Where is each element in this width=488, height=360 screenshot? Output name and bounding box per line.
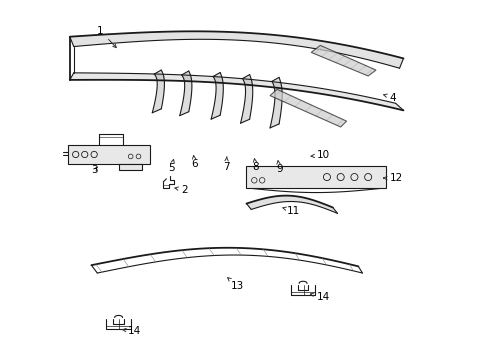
Polygon shape [269, 89, 346, 127]
Polygon shape [211, 72, 223, 119]
Polygon shape [246, 195, 337, 213]
Text: 4: 4 [383, 93, 396, 103]
Polygon shape [180, 71, 191, 116]
Text: 7: 7 [223, 157, 229, 172]
Text: 10: 10 [310, 150, 329, 160]
Text: 11: 11 [282, 206, 299, 216]
Text: 3: 3 [91, 165, 98, 175]
Polygon shape [70, 31, 403, 68]
Text: 14: 14 [122, 326, 141, 336]
Text: 1: 1 [97, 26, 116, 48]
Polygon shape [152, 70, 164, 113]
Text: 2: 2 [175, 185, 188, 195]
FancyBboxPatch shape [68, 145, 150, 164]
Polygon shape [269, 77, 282, 128]
Text: 13: 13 [227, 278, 244, 291]
Text: 8: 8 [252, 159, 259, 172]
Text: 14: 14 [310, 292, 330, 302]
Polygon shape [240, 75, 252, 123]
Polygon shape [70, 73, 403, 111]
Text: 9: 9 [275, 161, 282, 174]
FancyBboxPatch shape [119, 164, 142, 170]
Text: 5: 5 [167, 159, 174, 173]
Text: 6: 6 [191, 156, 198, 169]
Text: 12: 12 [383, 173, 402, 183]
FancyBboxPatch shape [246, 166, 385, 188]
Polygon shape [310, 45, 375, 76]
